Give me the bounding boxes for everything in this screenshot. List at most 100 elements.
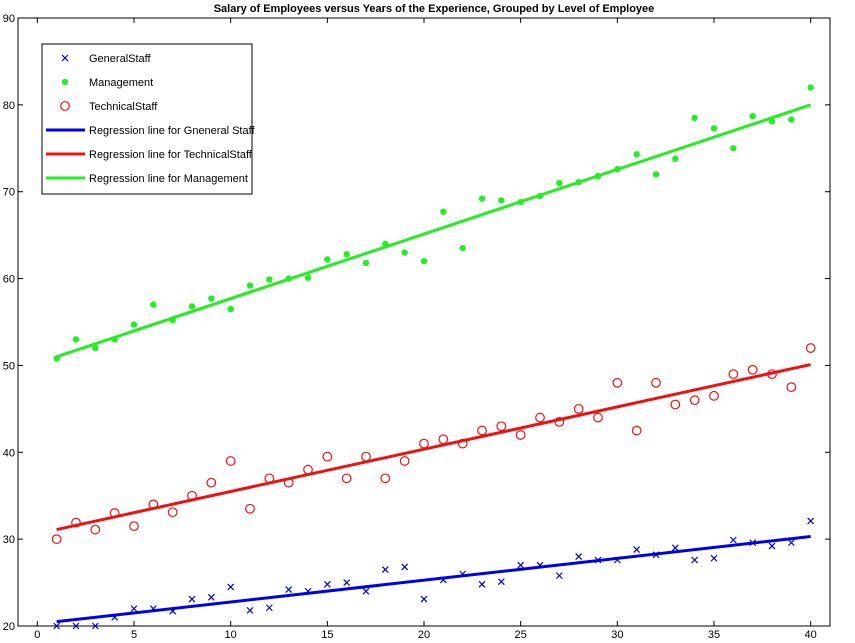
point-dot-marker <box>633 151 640 158</box>
point-dot-marker <box>227 305 234 313</box>
point-dot-marker <box>807 84 814 91</box>
point-circle-marker <box>631 425 642 436</box>
point-circle-marker <box>496 421 507 432</box>
legend-label: Regression line for Gneneral Staff <box>89 125 255 137</box>
point-x-marker <box>265 604 273 612</box>
point-x-marker <box>710 554 718 562</box>
point-dot-marker <box>150 301 157 308</box>
point-dot-marker <box>72 336 80 343</box>
point-x-marker <box>169 607 177 615</box>
regression-line <box>56 103 812 359</box>
point-circle-marker <box>515 430 526 440</box>
y-tick-label: 90 <box>3 13 15 25</box>
regression-line <box>56 535 811 624</box>
point-dot-marker <box>401 249 408 256</box>
point-x-marker <box>130 605 138 613</box>
point-circle-marker <box>477 425 487 436</box>
point-dot-marker <box>730 145 737 152</box>
point-x-marker <box>691 556 699 564</box>
point-x-marker <box>459 570 467 578</box>
x-tick-label: 5 <box>131 629 137 641</box>
point-dot-marker <box>382 240 389 248</box>
legend-label: GeneralStaff <box>89 53 152 65</box>
point-x-marker <box>807 517 815 525</box>
point-x-marker <box>497 578 505 586</box>
x-tick-label: 40 <box>805 629 817 641</box>
point-circle-marker <box>341 473 352 484</box>
point-circle-marker <box>399 456 410 466</box>
point-circle-marker <box>728 369 739 380</box>
point-dot-marker <box>498 197 505 204</box>
point-circle-marker <box>303 464 313 475</box>
y-tick-label: 20 <box>3 621 15 633</box>
point-circle-marker <box>60 101 70 111</box>
point-x-marker <box>149 605 157 613</box>
x-tick-label: 35 <box>708 629 720 641</box>
regression-lines <box>56 103 812 624</box>
point-x-marker <box>613 556 621 564</box>
point-dot-marker <box>169 317 176 324</box>
point-dot-marker <box>788 116 795 123</box>
legend-label: Regression line for TechnicalStaff <box>89 149 253 161</box>
point-dot-marker <box>710 125 718 132</box>
point-circle-marker <box>206 477 217 488</box>
point-circle-marker <box>264 473 275 484</box>
point-dot-marker <box>556 179 563 187</box>
point-x-marker <box>536 561 544 569</box>
point-circle-marker <box>148 499 159 510</box>
point-x-marker <box>53 622 61 630</box>
point-dot-marker <box>53 355 60 362</box>
point-circle-marker <box>786 382 797 393</box>
point-circle-marker <box>322 451 333 462</box>
data-points <box>51 84 816 630</box>
x-tick-label: 20 <box>418 629 430 641</box>
point-circle-marker <box>361 451 371 462</box>
point-x-marker <box>91 622 99 630</box>
point-x-marker <box>652 551 660 559</box>
point-x-marker <box>188 595 196 603</box>
point-x-marker <box>362 587 370 595</box>
point-x-marker <box>207 593 215 601</box>
point-dot-marker <box>304 274 312 281</box>
point-circle-marker <box>593 412 603 423</box>
point-x-marker <box>285 586 293 593</box>
point-dot-marker <box>61 78 69 86</box>
point-circle-marker <box>805 343 816 353</box>
point-x-marker <box>304 587 312 595</box>
point-dot-marker <box>536 192 544 200</box>
point-x-marker <box>227 583 235 591</box>
legend-label: Regression line for Management <box>89 173 248 185</box>
point-dot-marker <box>362 259 370 267</box>
point-dot-marker <box>246 282 254 289</box>
point-circle-marker <box>612 377 623 388</box>
legend-box <box>41 43 253 195</box>
legend-label: Management <box>89 77 153 89</box>
point-dot-marker <box>652 171 660 178</box>
point-dot-marker <box>111 336 118 343</box>
y-tick-label: 40 <box>3 447 15 459</box>
point-circle-marker <box>573 403 584 414</box>
point-dot-marker <box>324 256 331 263</box>
axes: 0 5 10 15 20 25 30 35 40 20 30 40 50 60 70 80 90 <box>3 13 830 641</box>
point-circle-marker <box>129 521 139 532</box>
point-x-marker <box>111 613 119 621</box>
point-circle-marker <box>438 434 449 445</box>
point-dot-marker <box>343 251 350 258</box>
legend: GeneralStaff Management TechnicalStaff Regr… <box>41 43 255 195</box>
point-dot-marker <box>208 295 215 302</box>
point-dot-marker <box>614 165 621 173</box>
point-dot-marker <box>266 276 273 283</box>
point-dot-marker <box>691 114 698 122</box>
point-dot-marker <box>420 258 428 265</box>
point-circle-marker <box>535 412 545 423</box>
point-circle-marker <box>457 438 468 449</box>
y-tick-label: 70 <box>3 187 15 199</box>
x-tick-label: 15 <box>321 629 333 641</box>
point-x-marker <box>343 579 351 586</box>
point-circle-marker <box>283 477 294 488</box>
point-dot-marker <box>92 344 99 352</box>
point-x-marker <box>594 556 602 564</box>
point-x-marker <box>401 563 409 571</box>
point-circle-marker <box>109 508 120 518</box>
point-circle-marker <box>767 369 777 380</box>
